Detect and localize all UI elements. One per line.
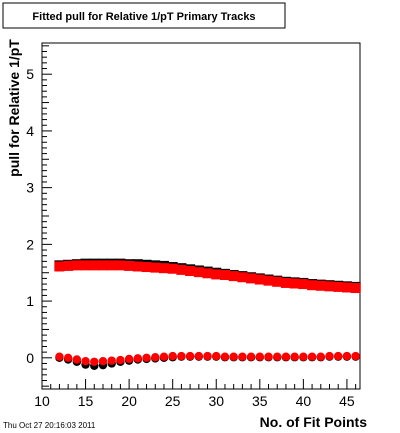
data-point-square xyxy=(254,274,265,285)
data-point-square xyxy=(106,260,117,271)
data-point-square xyxy=(115,260,126,271)
data-point-square xyxy=(341,282,352,293)
data-point-circle xyxy=(72,355,82,364)
data-point-circle xyxy=(334,351,343,361)
data-point-circle xyxy=(281,352,291,361)
data-point-square xyxy=(237,272,248,283)
data-point-square xyxy=(167,263,178,274)
data-point-circle xyxy=(124,354,134,364)
y-axis-label: pull for Relative 1/pT xyxy=(6,39,22,177)
data-point-circle xyxy=(90,357,99,366)
data-point-circle xyxy=(264,352,273,361)
data-point-square xyxy=(202,268,213,279)
x-tick-label: 10 xyxy=(34,393,50,409)
data-point-square xyxy=(185,266,196,277)
data-point-circle xyxy=(151,353,160,362)
y-tick-label: 0 xyxy=(26,350,34,366)
chart-title-box xyxy=(2,2,286,29)
data-point-square xyxy=(333,281,344,292)
data-point-square xyxy=(89,260,100,271)
data-point-square xyxy=(124,260,135,271)
data-point-square xyxy=(219,269,230,280)
y-tick-label: 4 xyxy=(26,123,34,139)
data-point-circle xyxy=(316,352,325,361)
data-point-circle xyxy=(185,351,195,361)
data-point-circle xyxy=(290,352,299,361)
data-point-circle xyxy=(55,352,64,361)
data-point-circle xyxy=(116,355,125,365)
data-point-circle xyxy=(194,351,204,361)
data-point-circle xyxy=(255,352,265,361)
data-point-square xyxy=(193,267,204,278)
data-point-square xyxy=(263,275,274,286)
x-tick-label: 45 xyxy=(339,393,355,409)
data-point-circle xyxy=(299,352,308,361)
data-point-square xyxy=(307,280,318,291)
x-tick-label: 20 xyxy=(121,393,137,409)
data-point-square xyxy=(97,260,108,271)
x-tick-label: 30 xyxy=(208,393,224,409)
data-point-circle xyxy=(177,351,186,361)
data-point-square xyxy=(315,280,326,291)
timestamp: Thu Oct 27 20:16:03 2011 xyxy=(3,421,96,430)
plot-frame xyxy=(41,42,361,390)
data-point-square xyxy=(350,283,361,294)
data-point-circle xyxy=(142,353,151,363)
data-point-circle xyxy=(325,351,334,361)
data-point-square xyxy=(71,260,82,271)
x-tick-label: 25 xyxy=(165,393,181,409)
data-point-circle xyxy=(98,357,108,366)
y-tick-label: 5 xyxy=(26,66,34,82)
data-point-square xyxy=(280,277,291,288)
data-point-square xyxy=(289,278,300,289)
data-point-square xyxy=(150,262,161,273)
data-point-square xyxy=(298,279,309,290)
y-tick-label: 3 xyxy=(26,180,34,196)
x-tick-label: 15 xyxy=(78,393,94,409)
data-point-circle xyxy=(212,351,221,361)
data-point-circle xyxy=(133,354,143,363)
y-tick-label: 1 xyxy=(26,293,34,309)
data-point-circle xyxy=(307,352,317,361)
data-point-circle xyxy=(203,351,212,361)
data-point-circle xyxy=(273,352,282,361)
data-point-circle xyxy=(168,351,177,361)
data-point-square xyxy=(272,276,283,287)
data-point-square xyxy=(211,269,222,280)
data-point-square xyxy=(176,264,187,275)
data-point-circle xyxy=(220,352,230,361)
data-point-square xyxy=(63,260,74,271)
y-tick-label: 2 xyxy=(26,236,34,252)
data-point-square xyxy=(141,262,152,273)
data-point-circle xyxy=(238,352,247,361)
data-point-circle xyxy=(351,351,360,361)
data-point-square xyxy=(228,271,239,282)
data-point-square xyxy=(54,261,65,272)
data-marks xyxy=(54,258,361,370)
data-point-circle xyxy=(229,352,238,361)
data-point-circle xyxy=(107,356,116,365)
data-point-square xyxy=(324,281,335,292)
x-tick-label: 40 xyxy=(296,393,312,409)
data-point-circle xyxy=(63,353,73,363)
chart-title: Fitted pull for Relative 1/pT Primary Tr… xyxy=(32,11,255,23)
x-tick-label: 35 xyxy=(252,393,268,409)
data-point-circle xyxy=(159,352,169,361)
x-axis-label: No. of Fit Points xyxy=(260,414,368,430)
data-point-square xyxy=(80,260,91,271)
data-point-square xyxy=(132,261,143,272)
data-point-circle xyxy=(81,357,90,366)
data-point-square xyxy=(246,273,257,284)
data-point-square xyxy=(158,263,169,274)
data-point-circle xyxy=(342,351,352,361)
data-point-circle xyxy=(246,352,256,361)
